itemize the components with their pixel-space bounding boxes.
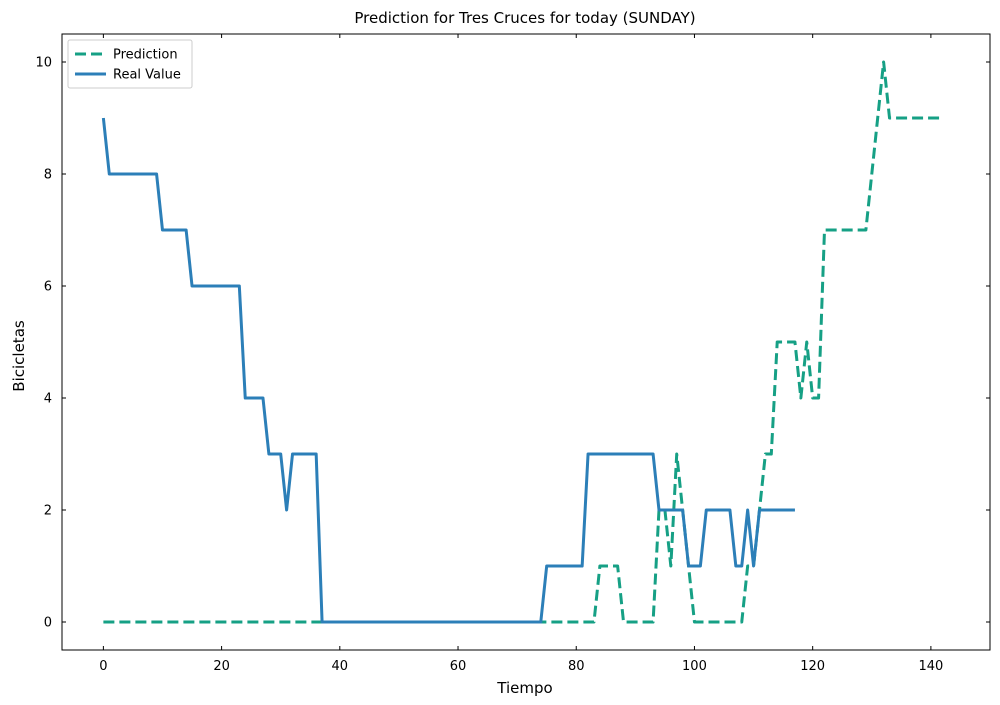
x-axis-title: Tiempo xyxy=(496,679,552,697)
x-tick-label: 20 xyxy=(213,659,230,674)
legend: Prediction Real Value xyxy=(67,39,193,89)
legend-label: Real Value xyxy=(113,68,181,83)
plot-area xyxy=(101,60,943,624)
x-tick-label: 140 xyxy=(918,659,943,674)
legend-box xyxy=(67,39,193,89)
y-tick-label: 0 xyxy=(44,616,52,631)
chart-title: Prediction for Tres Cruces for today (SU… xyxy=(354,9,695,27)
series-line-real-value xyxy=(101,117,795,624)
legend-label: Prediction xyxy=(113,48,178,63)
x-tick-label: 40 xyxy=(332,659,349,674)
y-tick-label: 2 xyxy=(44,504,52,519)
x-tick-label: 100 xyxy=(682,659,707,674)
x-tick-label: 80 xyxy=(568,659,585,674)
x-tick-label: 120 xyxy=(800,659,825,674)
y-tick-label: 10 xyxy=(35,56,52,71)
axes: 0 20 40 60 80 100 120 140 0 2 4 6 8 10 xyxy=(35,33,991,674)
y-axis-title: Bicicletas xyxy=(10,320,28,392)
y-tick-label: 6 xyxy=(44,280,52,295)
plot-frame xyxy=(61,33,991,651)
y-tick-label: 8 xyxy=(44,168,52,183)
y-tick-label: 4 xyxy=(44,392,52,407)
x-tick-label: 60 xyxy=(450,659,467,674)
x-tick-label: 0 xyxy=(99,659,107,674)
